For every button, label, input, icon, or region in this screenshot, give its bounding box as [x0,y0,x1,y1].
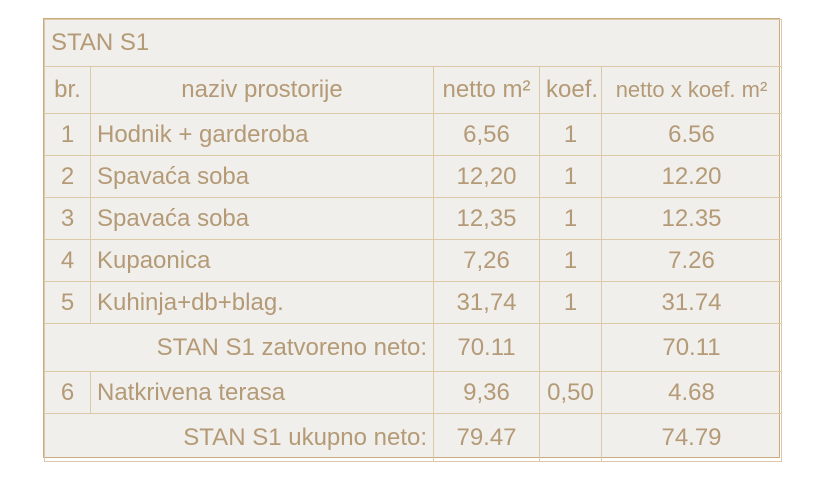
room-netto: 12,35 [433,197,540,240]
table-row: 4 Kupaonica 7,26 1 7.26 [44,239,782,282]
room-total: 12.20 [601,155,782,198]
room-name: Kuhinja+db+blag. [90,281,434,324]
grandtotal-netto: 79.47 [433,413,540,462]
apartment-spec-table: STAN S1 br. naziv prostorije netto m² ko… [44,19,782,462]
room-name: Kupaonica [90,239,434,282]
subtotal-label: STAN S1 zatvoreno neto: [44,323,434,372]
table-row: 2 Spavaća soba 12,20 1 12.20 [44,155,782,198]
grandtotal-total: 74.79 [601,413,782,462]
page-title: STAN S1 [44,19,782,67]
column-header-br: br. [44,66,91,114]
subtotal-netto: 70.11 [433,323,540,372]
grandtotal-row: STAN S1 ukupno neto: 79.47 74.79 [44,413,782,462]
grandtotal-label: STAN S1 ukupno neto: [44,413,434,462]
room-netto: 7,26 [433,239,540,282]
room-name: Spavaća soba [90,197,434,240]
column-header-koef: koef. [539,66,602,114]
room-koef: 1 [539,155,602,198]
subtotal-koef [539,323,602,372]
row-number: 1 [44,113,91,156]
row-number: 3 [44,197,91,240]
room-name: Hodnik + garderoba [90,113,434,156]
table-title-row: STAN S1 [44,19,782,67]
room-koef: 1 [539,113,602,156]
subtotal-total: 70.11 [601,323,782,372]
table-row: 1 Hodnik + garderoba 6,56 1 6.56 [44,113,782,156]
room-koef: 0,50 [539,371,602,414]
room-total: 4.68 [601,371,782,414]
table-row: 6 Natkrivena terasa 9,36 0,50 4.68 [44,371,782,414]
room-koef: 1 [539,239,602,282]
apartment-spec-table-wrapper: STAN S1 br. naziv prostorije netto m² ko… [43,18,782,462]
room-netto: 12,20 [433,155,540,198]
table-header-row: br. naziv prostorije netto m² koef. nett… [44,66,782,114]
room-netto: 31,74 [433,281,540,324]
room-name: Spavaća soba [90,155,434,198]
subtotal-row: STAN S1 zatvoreno neto: 70.11 70.11 [44,323,782,372]
room-koef: 1 [539,197,602,240]
table-row: 5 Kuhinja+db+blag. 31,74 1 31.74 [44,281,782,324]
table-row: 3 Spavaća soba 12,35 1 12.35 [44,197,782,240]
room-total: 6.56 [601,113,782,156]
row-number: 5 [44,281,91,324]
grandtotal-koef [539,413,602,462]
room-name: Natkrivena terasa [90,371,434,414]
column-header-netto: netto m² [433,66,540,114]
room-koef: 1 [539,281,602,324]
column-header-name: naziv prostorije [90,66,434,114]
room-netto: 9,36 [433,371,540,414]
room-netto: 6,56 [433,113,540,156]
room-total: 12.35 [601,197,782,240]
row-number: 4 [44,239,91,282]
row-number: 2 [44,155,91,198]
room-total: 7.26 [601,239,782,282]
row-number: 6 [44,371,91,414]
column-header-total: netto x koef. m² [601,66,782,114]
room-total: 31.74 [601,281,782,324]
